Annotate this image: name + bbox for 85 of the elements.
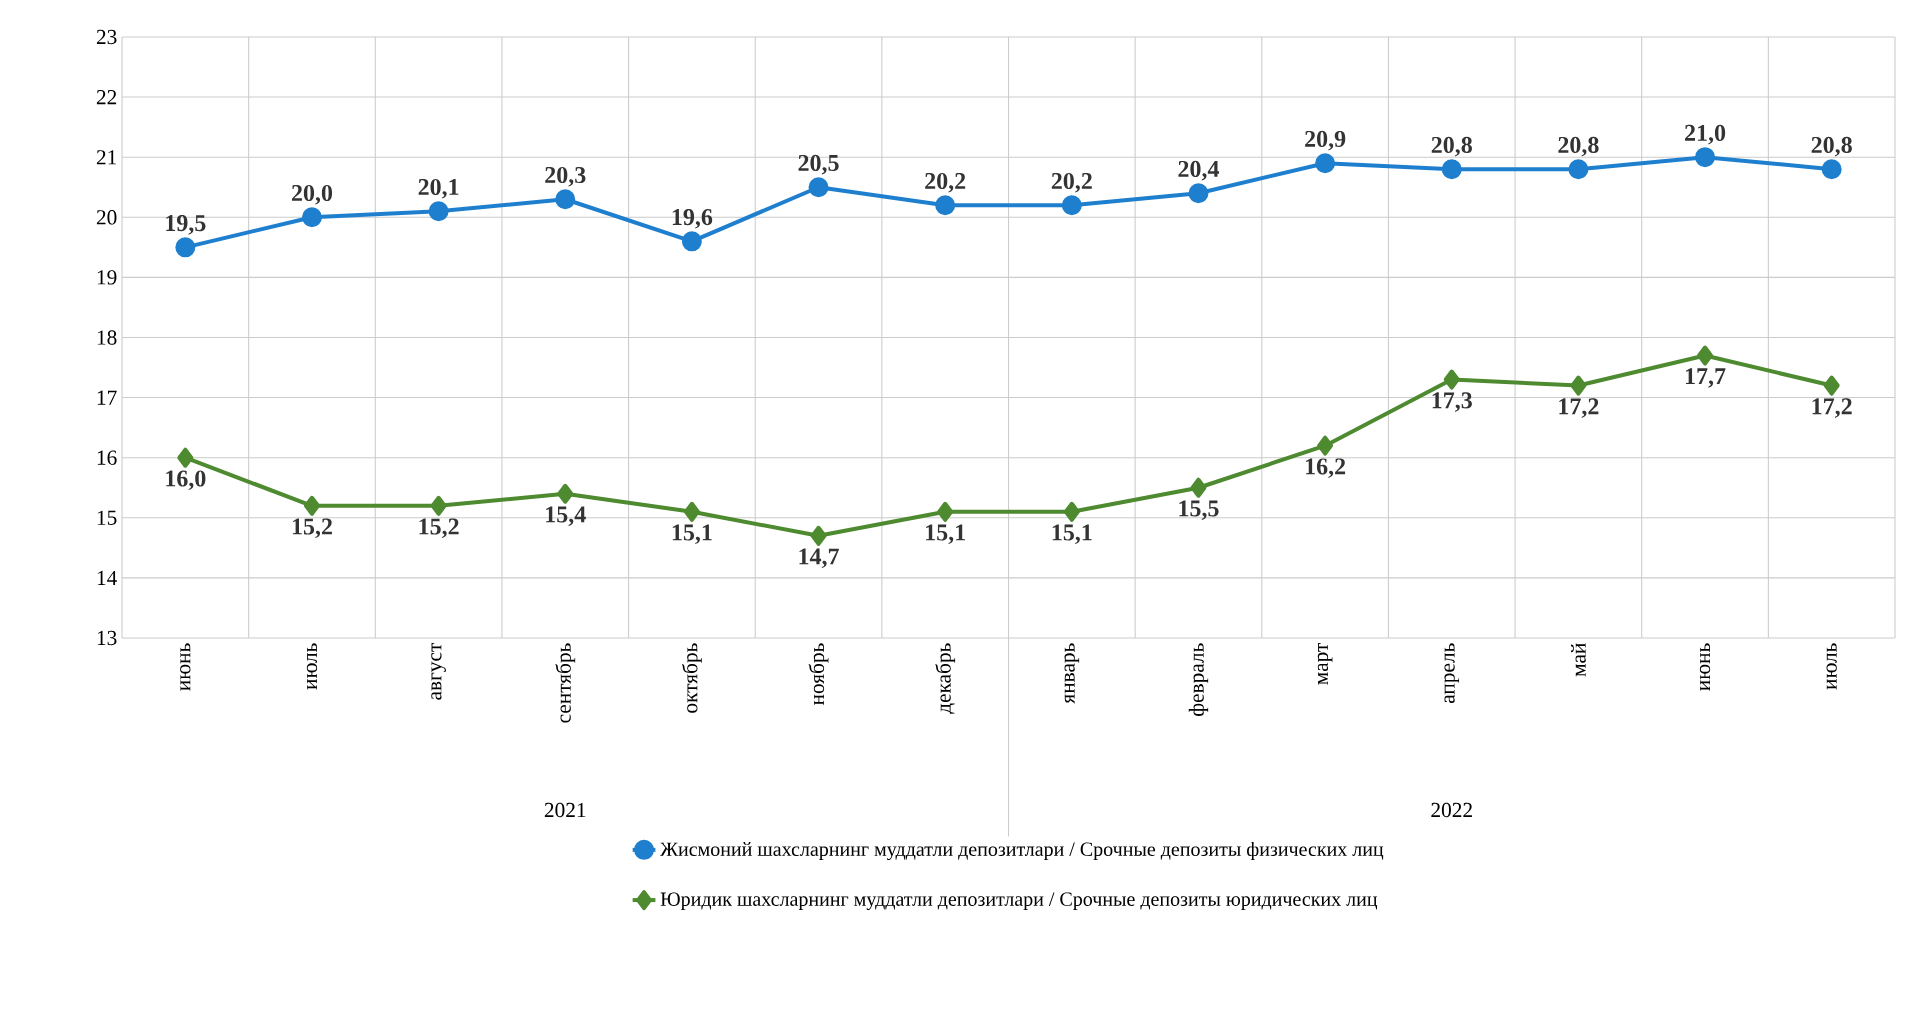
x-tick-label: январь — [1064, 643, 1080, 704]
y-tick-label: 19 — [97, 270, 117, 285]
data-label: 14,7 — [799, 548, 839, 569]
data-label: 20,8 — [1558, 136, 1599, 157]
point — [1063, 501, 1080, 522]
data-label: 20,5 — [798, 154, 839, 175]
point — [303, 495, 320, 516]
x-tick-label: август — [431, 643, 446, 700]
data-label: 16,0 — [166, 470, 206, 491]
point — [1317, 435, 1334, 456]
x-tick-label: ноябрь — [808, 643, 829, 706]
y-tick-label: 14 — [97, 570, 117, 585]
text: 2021 — [544, 802, 586, 818]
data-label: 15,1 — [926, 524, 965, 545]
y-tick-label: 18 — [97, 330, 117, 345]
legend-label: Юридик шахсларнинг муддатли депозитлари / Срочные депозиты юридических лиц — [660, 892, 1378, 911]
data-label: 17,7 — [1685, 368, 1726, 388]
x-tick-label: декабрь — [935, 643, 956, 714]
data-label: 15,4 — [546, 506, 586, 527]
data-label: 20,3 — [545, 166, 586, 187]
point — [937, 501, 954, 522]
point — [1188, 183, 1209, 204]
point — [557, 483, 574, 504]
point — [1570, 375, 1587, 396]
point — [301, 207, 322, 228]
point — [1821, 159, 1842, 180]
x-tick-label: июнь — [180, 643, 191, 691]
point — [808, 177, 829, 198]
point — [430, 495, 447, 516]
data-label: 19,5 — [166, 215, 206, 235]
x-tick-label: сентябрь — [555, 643, 576, 723]
y-tick-label: 15 — [97, 510, 117, 525]
point — [555, 189, 576, 210]
data-label: 15,2 — [419, 518, 459, 539]
y-tick-label: 20 — [96, 210, 117, 225]
data-label: 20,1 — [418, 178, 459, 199]
data-label: 20,9 — [1305, 130, 1346, 151]
data-label: 16,2 — [1306, 458, 1346, 478]
point — [681, 231, 702, 252]
point — [1568, 159, 1589, 180]
data-label: 15,1 — [1052, 524, 1092, 545]
x-tick-label: июнь — [1699, 643, 1711, 691]
point — [1315, 153, 1336, 174]
data-label: 17,2 — [1812, 398, 1852, 418]
x-tick-label: октябрь — [682, 643, 702, 713]
y-tick-label: 17 — [97, 390, 117, 405]
x-tick-label: июль — [1826, 643, 1837, 690]
data-label: 21,0 — [1685, 124, 1726, 145]
y-tick-label: 22 — [96, 90, 117, 105]
data-label: 15,2 — [292, 518, 332, 539]
x-tick-label: февраль — [1188, 643, 1209, 716]
data-label: 20,2 — [925, 172, 966, 193]
data-label: 17,2 — [1559, 398, 1599, 418]
data-label: 19,6 — [672, 209, 713, 229]
legend-label: Жисмоний шахсларнинг муддатли депозитлари / Срочные депозиты физических лиц — [660, 841, 1384, 861]
point — [810, 525, 827, 546]
data-label: 20,4 — [1178, 160, 1220, 181]
text: 2022 — [1431, 802, 1472, 818]
data-label: 17,3 — [1432, 392, 1472, 412]
y-tick-label: 16 — [97, 450, 117, 465]
data-label: 20,2 — [1051, 172, 1092, 193]
x-tick-label: май — [1570, 643, 1586, 677]
point — [1823, 375, 1840, 396]
data-label: 20,0 — [291, 184, 333, 205]
point — [175, 237, 196, 258]
y-tick-label: 23 — [96, 29, 117, 45]
point — [683, 501, 700, 522]
point — [1190, 477, 1207, 498]
data-label: 15,1 — [672, 524, 712, 545]
x-tick-label: март — [1317, 643, 1333, 685]
point — [177, 447, 194, 468]
y-tick-label: 13 — [97, 630, 117, 646]
x-tick-label: апрель — [1444, 643, 1460, 704]
data-label: 15,5 — [1179, 500, 1219, 521]
point — [1441, 159, 1462, 180]
data-label: 20,8 — [1431, 136, 1472, 157]
point — [1697, 345, 1714, 366]
y-tick-label: 21 — [96, 150, 117, 165]
point — [1061, 195, 1082, 216]
point — [935, 195, 956, 216]
point — [1443, 369, 1460, 390]
point — [428, 201, 449, 222]
x-tick-label: июль — [306, 643, 318, 690]
data-label: 20,8 — [1811, 136, 1852, 157]
point — [1695, 147, 1716, 168]
